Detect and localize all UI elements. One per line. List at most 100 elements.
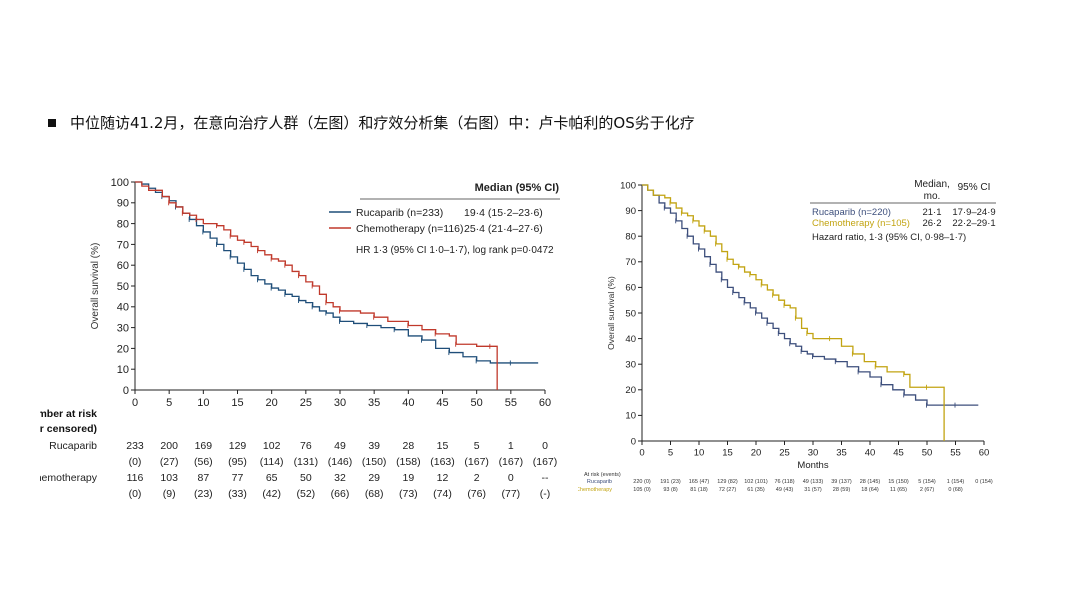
- risk-value: 105 (0): [633, 487, 651, 493]
- risk-at-risk-value: 29: [368, 472, 380, 484]
- risk-censored-value: (42): [262, 488, 281, 500]
- x-tick-label: 0: [639, 448, 644, 459]
- y-axis-label: Overall survival (%): [606, 276, 616, 350]
- legend-label: Chemotherapy (n=116): [356, 223, 464, 235]
- risk-censored-value: (167): [533, 456, 558, 468]
- y-tick-label: 100: [620, 180, 636, 191]
- x-tick-label: 40: [402, 397, 414, 409]
- risk-censored-value: (27): [160, 456, 179, 468]
- y-tick-label: 50: [117, 281, 129, 293]
- risk-value: 0 (154): [975, 479, 993, 485]
- y-tick-label: 10: [117, 364, 129, 376]
- risk-censored-value: (73): [399, 488, 418, 500]
- legend-ci: 22·2–29·1: [952, 218, 995, 229]
- risk-at-risk-value: 28: [402, 440, 414, 452]
- risk-censored-value: (0): [129, 488, 142, 500]
- legend-ci: 17·9–24·9: [952, 207, 995, 218]
- risk-value: 165 (47): [689, 479, 710, 485]
- legend-median: 26·2: [922, 218, 941, 229]
- risk-at-risk-value: 32: [334, 472, 346, 484]
- y-tick-label: 20: [117, 343, 129, 355]
- risk-censored-value: (158): [396, 456, 421, 468]
- legend-label: Rucaparib (n=233): [356, 207, 443, 219]
- risk-at-risk-value: 15: [437, 440, 449, 452]
- risk-at-risk-value: --: [542, 472, 549, 484]
- risk-value: 28 (59): [833, 487, 851, 493]
- legend-median-ci: 25·4 (21·4–27·6): [464, 223, 543, 235]
- square-bullet-icon: [48, 118, 56, 127]
- y-tick-label: 90: [625, 206, 636, 217]
- x-tick-label: 35: [368, 397, 380, 409]
- y-tick-label: 40: [625, 334, 636, 345]
- x-tick-label: 15: [231, 397, 243, 409]
- y-tick-label: 50: [625, 308, 636, 319]
- risk-censored-value: (77): [501, 488, 520, 500]
- risk-value: 129 (82): [717, 479, 738, 485]
- risk-at-risk-value: 102: [263, 440, 281, 452]
- risk-value: 2 (67): [920, 487, 935, 493]
- risk-value: 31 (57): [804, 487, 822, 493]
- legend-header-mo: mo.: [924, 191, 941, 202]
- risk-at-risk-value: 103: [160, 472, 178, 484]
- risk-at-risk-value: 116: [127, 472, 144, 484]
- x-tick-label: 5: [166, 397, 172, 409]
- km-curve-rucaparib: [642, 184, 979, 406]
- risk-row-label: Chemotherapy: [578, 487, 612, 493]
- risk-value: 0 (68): [948, 487, 963, 493]
- y-tick-label: 10: [625, 411, 636, 422]
- risk-row-label: Rucaparib: [49, 440, 97, 452]
- risk-at-risk-value: 12: [437, 472, 449, 484]
- risk-table-subheader: (number censored): [40, 423, 97, 435]
- risk-value: 93 (8): [663, 487, 678, 493]
- risk-value: 11 (65): [890, 487, 907, 493]
- risk-censored-value: (95): [228, 456, 247, 468]
- x-tick-label: 45: [893, 448, 904, 459]
- risk-value: 1 (154): [947, 479, 965, 485]
- risk-at-risk-value: 77: [232, 472, 244, 484]
- x-axis-label: Months: [797, 460, 828, 471]
- risk-at-risk-value: 169: [195, 440, 213, 452]
- x-tick-label: 10: [694, 448, 705, 459]
- y-tick-label: 40: [117, 302, 129, 314]
- risk-censored-value: (76): [467, 488, 486, 500]
- legend-header-ci: 95% CI: [958, 182, 991, 193]
- risk-censored-value: (74): [433, 488, 452, 500]
- risk-censored-value: (68): [365, 488, 384, 500]
- legend-header-median: Median,: [914, 179, 950, 190]
- right-km-chart-panel: 0 10 20 30 40 50 60 70 80 90 100 0 5 10 15 20 25 30 35 40 45…: [576, 172, 998, 502]
- risk-table-header: Number at risk: [40, 408, 97, 420]
- risk-censored-value: (150): [362, 456, 387, 468]
- km-curve-chemotherapy: [642, 184, 945, 441]
- x-tick-label: 25: [779, 448, 790, 459]
- y-tick-label: 60: [117, 260, 129, 272]
- risk-censored-value: (0): [129, 456, 142, 468]
- x-tick-label: 30: [808, 448, 819, 459]
- risk-at-risk-value: 39: [368, 440, 380, 452]
- y-tick-label: 0: [123, 385, 129, 397]
- risk-censored-value: (-): [540, 488, 551, 500]
- risk-at-risk-value: 1: [508, 440, 514, 452]
- x-tick-label: 25: [300, 397, 312, 409]
- x-tick-label: 60: [539, 397, 551, 409]
- x-tick-label: 50: [471, 397, 483, 409]
- x-tick-label: 30: [334, 397, 346, 409]
- risk-at-risk-value: 0: [542, 440, 548, 452]
- risk-at-risk-value: 200: [160, 440, 178, 452]
- y-tick-label: 70: [117, 239, 129, 251]
- right-km-chart: 0 10 20 30 40 50 60 70 80 90 100 0 5 10 15 20 25 30 35 40 45…: [576, 179, 996, 493]
- x-tick-label: 15: [722, 448, 733, 459]
- risk-censored-value: (167): [464, 456, 489, 468]
- risk-at-risk-value: 19: [402, 472, 414, 484]
- y-tick-label: 60: [625, 283, 636, 294]
- risk-value: 102 (101): [744, 479, 768, 485]
- risk-at-risk-value: 5: [474, 440, 480, 452]
- risk-censored-value: (66): [331, 488, 350, 500]
- risk-censored-value: (52): [296, 488, 315, 500]
- legend-median-ci: 19·4 (15·2–23·6): [464, 207, 543, 219]
- risk-censored-value: (33): [228, 488, 247, 500]
- y-tick-label: 0: [631, 436, 636, 447]
- risk-censored-value: (9): [163, 488, 176, 500]
- risk-value: 15 (150): [888, 479, 909, 485]
- y-tick-label: 80: [117, 218, 129, 230]
